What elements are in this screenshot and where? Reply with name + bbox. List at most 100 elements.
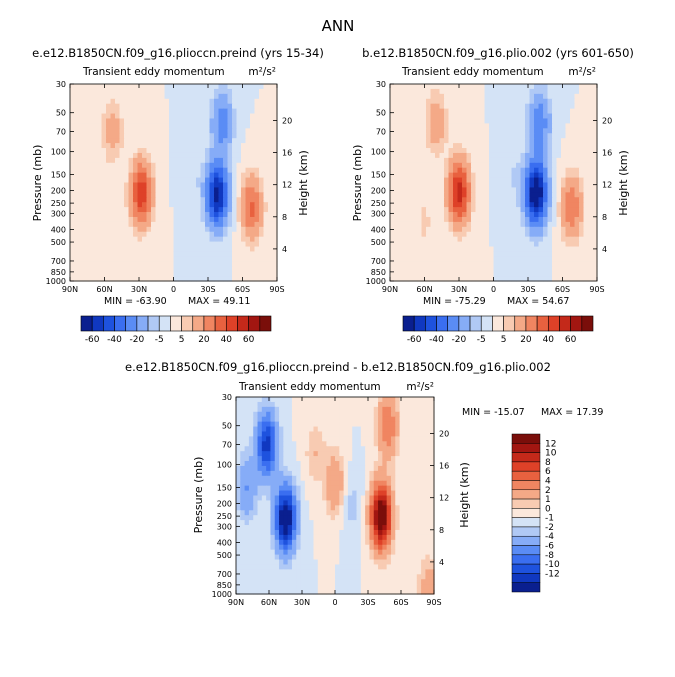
field-cell [356, 451, 362, 457]
field-cell [115, 251, 121, 257]
field-cell [574, 256, 580, 262]
field-cell [574, 226, 580, 233]
field-cell [462, 271, 468, 277]
field-cell [489, 177, 495, 184]
field-cell [369, 431, 375, 437]
field-cell [304, 431, 310, 437]
field-cell [330, 470, 336, 477]
field-cell [579, 133, 585, 139]
field-cell [399, 490, 405, 497]
field-cell [160, 167, 166, 174]
field-cell [326, 475, 332, 482]
field-cell [272, 167, 278, 174]
field-cell [439, 271, 445, 277]
field-cell [395, 411, 401, 418]
field-cell [457, 202, 463, 208]
field-cell [394, 93, 400, 100]
field-cell [236, 411, 241, 418]
field-cell [511, 143, 517, 149]
field-cell [457, 236, 463, 243]
field-cell [579, 148, 585, 154]
panel-2-title: b.e12.B1850CN.f09_g16.plio.002 (yrs 601-… [362, 46, 634, 60]
field-cell [480, 108, 486, 115]
field-cell [205, 138, 211, 144]
field-cell [466, 192, 472, 198]
field-cell [101, 221, 107, 228]
field-cell [556, 202, 562, 208]
field-cell [296, 421, 302, 428]
field-cell [236, 406, 241, 413]
field-cell [250, 162, 256, 169]
field-cell [88, 241, 94, 248]
field-cell [529, 221, 535, 228]
field-cell [516, 123, 522, 129]
field-cell [227, 88, 233, 95]
field-cell [529, 84, 535, 90]
field-cell [173, 241, 179, 248]
field-cell [399, 138, 405, 144]
colorbar-swatch [547, 315, 560, 332]
field-cell [244, 431, 250, 437]
field-cell [592, 231, 598, 238]
field-cell [313, 436, 319, 442]
field-cell [191, 226, 197, 233]
field-cell [520, 187, 526, 193]
field-cell [263, 123, 269, 129]
field-cell [74, 246, 80, 253]
field-cell [119, 93, 125, 100]
field-cell [270, 436, 276, 442]
field-cell [395, 451, 401, 457]
field-cell [520, 251, 526, 257]
field-cell [583, 216, 589, 223]
field-cell [205, 148, 211, 154]
field-cell [425, 465, 431, 472]
field-cell [493, 197, 499, 203]
field-cell [173, 98, 179, 105]
field-cell [457, 212, 463, 218]
field-cell [164, 123, 170, 129]
field-cell [70, 192, 76, 198]
field-cell [191, 138, 197, 144]
field-cell [74, 108, 80, 115]
field-cell [448, 226, 454, 233]
field-cell [448, 216, 454, 223]
field-cell [429, 397, 435, 403]
field-cell [408, 123, 414, 129]
field-cell [439, 88, 445, 95]
field-cell [471, 231, 477, 238]
field-cell [257, 495, 263, 502]
field-cell [270, 500, 276, 506]
field-cell [142, 138, 148, 144]
field-cell [124, 207, 130, 213]
field-cell [529, 138, 535, 144]
field-cell [283, 436, 289, 442]
field-cell [169, 162, 175, 169]
field-cell [373, 485, 379, 492]
field-cell [326, 431, 332, 437]
field-cell [471, 88, 477, 95]
field-cell [583, 167, 589, 174]
field-cell [543, 128, 549, 134]
field-cell [326, 441, 332, 447]
field-cell [457, 226, 463, 233]
field-cell [583, 226, 589, 233]
field-cell [330, 505, 336, 511]
field-cell [335, 470, 340, 477]
field-cell [209, 221, 215, 228]
field-cell [79, 93, 85, 100]
field-cell [218, 261, 224, 267]
field-cell [579, 118, 585, 124]
field-cell [214, 231, 220, 238]
field-cell [128, 88, 134, 95]
field-cell [412, 128, 418, 134]
field-cell [457, 103, 463, 110]
field-cell [489, 187, 495, 193]
field-cell [70, 98, 76, 105]
field-cell [417, 221, 423, 228]
field-cell [137, 221, 143, 228]
field-cell [83, 118, 89, 124]
field-cell [498, 197, 504, 203]
field-cell [241, 202, 247, 208]
field-cell [453, 143, 459, 149]
field-cell [588, 187, 594, 193]
